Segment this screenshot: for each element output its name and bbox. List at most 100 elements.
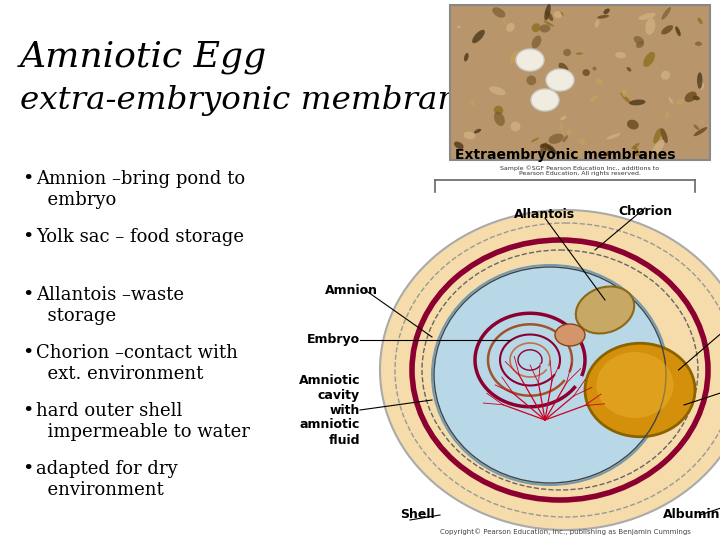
Ellipse shape — [489, 86, 505, 95]
Text: Albumin: Albumin — [662, 509, 720, 522]
Text: Copyright© Pearson Education, Inc., publishing as Benjamin Cummings: Copyright© Pearson Education, Inc., publ… — [440, 528, 690, 535]
Ellipse shape — [645, 18, 655, 35]
Text: Amniotic
cavity
with
amniotic
fluid: Amniotic cavity with amniotic fluid — [299, 374, 360, 447]
Text: •: • — [22, 344, 33, 362]
Text: Amniotic Egg: Amniotic Egg — [20, 40, 267, 74]
Ellipse shape — [661, 129, 668, 143]
Ellipse shape — [494, 106, 503, 114]
Text: Amnion –bring pond to
  embryo: Amnion –bring pond to embryo — [36, 170, 245, 209]
Ellipse shape — [636, 41, 644, 48]
Ellipse shape — [531, 23, 541, 32]
Ellipse shape — [492, 7, 505, 18]
Ellipse shape — [464, 53, 469, 62]
Ellipse shape — [627, 120, 639, 130]
Ellipse shape — [531, 89, 559, 111]
Ellipse shape — [695, 42, 702, 46]
Ellipse shape — [456, 26, 461, 28]
Ellipse shape — [634, 146, 639, 157]
Ellipse shape — [567, 129, 572, 135]
Text: extra-embryonic membranes: extra-embryonic membranes — [20, 85, 494, 116]
Ellipse shape — [616, 52, 626, 58]
Ellipse shape — [540, 144, 544, 148]
Ellipse shape — [545, 144, 558, 155]
Ellipse shape — [554, 11, 562, 18]
Text: Allantois: Allantois — [514, 208, 575, 221]
Text: Yolk sac – food storage: Yolk sac – food storage — [36, 228, 244, 246]
Ellipse shape — [685, 91, 697, 102]
Bar — [450, 5, 710, 160]
Ellipse shape — [595, 19, 599, 28]
Ellipse shape — [699, 120, 704, 124]
Ellipse shape — [474, 129, 481, 133]
Ellipse shape — [697, 72, 703, 89]
Ellipse shape — [546, 69, 574, 91]
Ellipse shape — [693, 127, 707, 136]
Ellipse shape — [639, 12, 656, 20]
Ellipse shape — [510, 122, 521, 131]
Ellipse shape — [546, 10, 553, 21]
Ellipse shape — [595, 78, 603, 84]
Ellipse shape — [531, 36, 541, 49]
Ellipse shape — [634, 36, 644, 45]
Ellipse shape — [544, 4, 551, 21]
Ellipse shape — [675, 26, 680, 36]
Ellipse shape — [661, 25, 673, 35]
Ellipse shape — [563, 49, 571, 56]
Ellipse shape — [510, 51, 519, 64]
Ellipse shape — [582, 69, 590, 76]
Ellipse shape — [631, 143, 639, 149]
Ellipse shape — [470, 100, 475, 106]
Ellipse shape — [597, 15, 609, 19]
Ellipse shape — [380, 210, 720, 530]
Ellipse shape — [693, 124, 699, 130]
Ellipse shape — [454, 141, 464, 149]
Ellipse shape — [560, 116, 567, 120]
Ellipse shape — [544, 21, 554, 26]
Text: Allantois –waste
  storage: Allantois –waste storage — [36, 286, 184, 325]
Ellipse shape — [494, 112, 505, 126]
Ellipse shape — [559, 121, 564, 136]
Ellipse shape — [585, 343, 695, 437]
Ellipse shape — [516, 49, 544, 71]
Ellipse shape — [472, 30, 485, 43]
Ellipse shape — [560, 12, 564, 16]
Ellipse shape — [693, 96, 700, 100]
Ellipse shape — [574, 150, 581, 156]
Ellipse shape — [576, 287, 634, 334]
Ellipse shape — [549, 133, 564, 144]
Ellipse shape — [662, 7, 671, 20]
Ellipse shape — [606, 151, 612, 156]
Ellipse shape — [698, 18, 703, 24]
Ellipse shape — [596, 352, 673, 418]
Ellipse shape — [629, 99, 646, 105]
Ellipse shape — [540, 143, 547, 155]
Ellipse shape — [563, 135, 568, 142]
Text: Chorion –contact with
  ext. environment: Chorion –contact with ext. environment — [36, 344, 238, 383]
Text: Sample ©SGF Pearson Education Inc., additions to
Pearson Education, All rights r: Sample ©SGF Pearson Education Inc., addi… — [500, 165, 660, 177]
Text: Amnion: Amnion — [325, 284, 378, 296]
Text: •: • — [22, 402, 33, 420]
Ellipse shape — [665, 111, 670, 118]
Ellipse shape — [526, 76, 536, 85]
Ellipse shape — [590, 95, 597, 102]
Text: •: • — [22, 460, 33, 478]
Text: •: • — [22, 286, 33, 304]
Ellipse shape — [676, 99, 684, 105]
Ellipse shape — [531, 138, 539, 142]
Text: •: • — [22, 170, 33, 188]
Ellipse shape — [621, 93, 631, 104]
Text: Extraembryonic membranes: Extraembryonic membranes — [455, 148, 675, 162]
Ellipse shape — [555, 324, 585, 346]
Ellipse shape — [643, 52, 655, 67]
Text: Chorion: Chorion — [618, 205, 672, 218]
Text: adapted for dry
  environment: adapted for dry environment — [36, 460, 178, 499]
Ellipse shape — [697, 80, 704, 90]
Ellipse shape — [661, 71, 670, 80]
Ellipse shape — [606, 133, 621, 139]
Ellipse shape — [501, 16, 506, 24]
Ellipse shape — [432, 265, 668, 485]
Ellipse shape — [506, 23, 515, 32]
Text: •: • — [22, 228, 33, 246]
Ellipse shape — [653, 128, 662, 144]
Ellipse shape — [576, 52, 583, 55]
